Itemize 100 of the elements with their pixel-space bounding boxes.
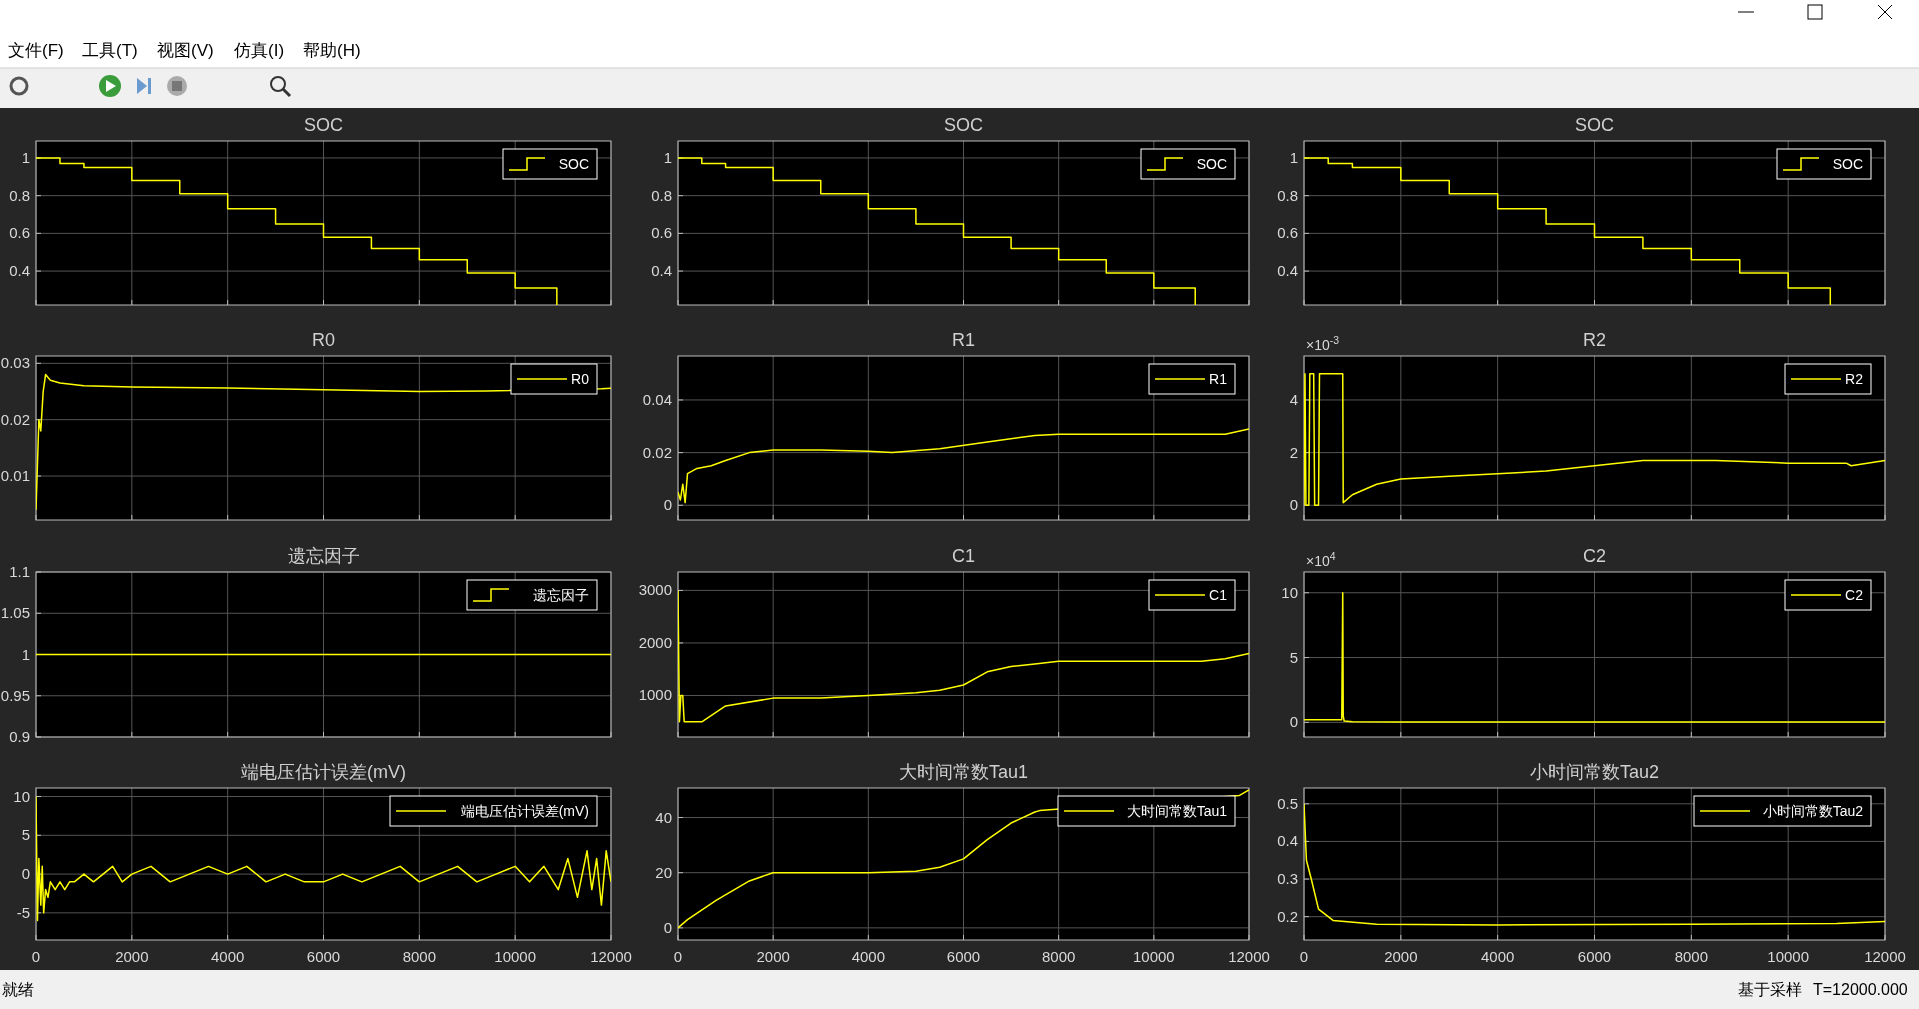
y-tick-label: 0.4 [9, 262, 30, 280]
y-tick-label: 2 [1289, 443, 1298, 461]
legend-label: R1 [1209, 371, 1228, 387]
y-tick-label: 1000 [638, 686, 672, 704]
y-tick-label: 1 [1289, 148, 1298, 166]
line-series [1304, 803, 1885, 926]
line-series [678, 589, 1249, 723]
x-tick-label: 2000 [115, 948, 149, 965]
chart-title: SOC [303, 115, 344, 135]
y-tick-label: 0.2 [1277, 907, 1298, 925]
x-tick-label: 12000 [1864, 948, 1906, 965]
x-tick-label: 8000 [1674, 948, 1709, 965]
x-tick-label: 10000 [1767, 948, 1810, 965]
y-tick-label: 0.5 [1277, 794, 1298, 812]
legend-label: 端电压估计误差(mV) [460, 803, 589, 819]
x-tick-label: 2000 [1384, 948, 1418, 965]
x-tick-label: 6000 [1577, 948, 1612, 965]
y-tick-label: 0.04 [642, 390, 672, 408]
y-tick-label: 0.4 [1277, 262, 1298, 280]
y-tick-label: 3000 [638, 581, 672, 599]
x-tick-label: 6000 [946, 948, 981, 965]
chart-title: R2 [1582, 330, 1607, 350]
text: ×10$^{4}$ [1306, 550, 1336, 569]
y-tick-label: 0.4 [1277, 832, 1298, 850]
y-tick-label: 0.8 [651, 186, 672, 204]
text: 视图(V) [157, 41, 214, 60]
legend-label: R0 [571, 371, 590, 387]
chart-title: SOC [1574, 115, 1615, 135]
legend-label: 遗忘因子 [533, 587, 589, 603]
y-tick-label: 1.05 [0, 604, 30, 622]
text: 基于采样 [1738, 981, 1802, 998]
y-tick-label: 5 [1289, 648, 1298, 666]
x-tick-label: 6000 [306, 948, 341, 965]
chart-title: 小时间常数Tau2 [1529, 762, 1660, 782]
y-tick-label: 0 [1289, 496, 1298, 514]
x-tick-label: 4000 [851, 948, 886, 965]
line-series [1304, 372, 1885, 507]
y-tick-label: 0.3 [1277, 870, 1298, 888]
text: T=12000.000 [1813, 981, 1908, 998]
y-tick-label: 1 [663, 148, 672, 166]
y-tick-label: 4 [1289, 390, 1298, 408]
x-tick-label: 8000 [1041, 948, 1076, 965]
legend-label: 大时间常数Tau1 [1126, 803, 1228, 819]
line-series [36, 795, 611, 922]
y-tick-label: 0.8 [9, 186, 30, 204]
y-tick-label: 0.6 [651, 224, 672, 242]
legend-label: SOC [1832, 156, 1863, 172]
y-tick-label: 0.95 [0, 686, 30, 704]
y-tick-label: 20 [655, 863, 672, 881]
chart-title: R0 [311, 330, 336, 350]
y-tick-label: 0.02 [642, 443, 672, 461]
chart-title: SOC [943, 115, 984, 135]
y-tick-label: 1 [21, 645, 30, 663]
y-tick-label: 5 [21, 826, 30, 844]
x-tick-label: 12000 [590, 948, 632, 965]
text: ×10$^{-3}$ [1306, 334, 1340, 353]
line-series [678, 428, 1249, 504]
text: 工具(T) [82, 41, 138, 60]
line-series [1304, 591, 1885, 723]
text: 文件(F) [8, 41, 64, 60]
x-tick-label: 4000 [1480, 948, 1515, 965]
y-tick-label: 0 [1289, 713, 1298, 731]
legend-label: SOC [558, 156, 589, 172]
y-tick-label: 0.6 [1277, 224, 1298, 242]
x-tick-label: 8000 [402, 948, 437, 965]
legend-label: SOC [1196, 156, 1227, 172]
x-tick-label: 10000 [494, 948, 537, 965]
chart-title: C1 [951, 546, 976, 566]
x-tick-label: 10000 [1132, 948, 1175, 965]
x-tick-label: 2000 [756, 948, 790, 965]
y-tick-label: 0.6 [9, 224, 30, 242]
y-tick-label: 2000 [638, 633, 672, 651]
legend-label: C2 [1845, 587, 1864, 603]
text: 就绪 [2, 981, 34, 998]
y-tick-label: -5 [16, 903, 30, 921]
text: 帮助(H) [303, 41, 361, 60]
legend-label: R2 [1845, 371, 1864, 387]
y-tick-label: 0.01 [0, 467, 30, 485]
chart-title: C2 [1582, 546, 1607, 566]
chart-title: 大时间常数Tau1 [898, 762, 1029, 782]
y-tick-label: 0 [21, 865, 30, 883]
text: 仿真(I) [233, 41, 285, 60]
y-tick-label: 10 [1281, 583, 1298, 601]
y-tick-label: 0 [663, 496, 672, 514]
y-tick-label: 40 [655, 808, 672, 826]
chart-title: R1 [951, 330, 976, 350]
y-tick-label: 0.9 [9, 728, 30, 745]
legend-label: C1 [1209, 587, 1228, 603]
y-tick-label: 0.8 [1277, 186, 1298, 204]
y-tick-label: 1.1 [9, 563, 30, 580]
y-tick-label: 10 [13, 787, 30, 805]
chart-title: 遗忘因子 [287, 546, 360, 566]
y-tick-label: 0 [663, 918, 672, 936]
x-tick-label: 12000 [1228, 948, 1270, 965]
y-tick-label: 1 [21, 148, 30, 166]
y-tick-label: 0.4 [651, 262, 672, 280]
y-tick-label: 0.02 [0, 410, 30, 428]
x-tick-label: 4000 [210, 948, 245, 965]
legend-label: 小时间常数Tau2 [1762, 803, 1864, 819]
chart-title: 端电压估计误差(mV) [241, 762, 406, 782]
